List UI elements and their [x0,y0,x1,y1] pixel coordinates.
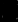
Text: Set coefficient a starting value a₀ using c₂
404: Set coefficient a starting value a₀ usin… [0,0,18,22]
Text: Generate first instance of cancellation vector
V(i), i = 1
406: Generate first instance of cancellation … [0,0,18,22]
Text: Symbol: Symbol [0,1,18,19]
FancyBboxPatch shape [5,20,13,21]
Ellipse shape [13,16,14,18]
Text: Set number of iterations Nᵢ for PAPR
processing
400: Set number of iterations Nᵢ for PAPR pro… [0,0,18,22]
FancyBboxPatch shape [5,1,13,2]
Text: vector: vector [0,1,18,20]
Text: Y: Y [5,8,18,22]
FancyBboxPatch shape [5,3,13,5]
Text: Nᵢ iterations?: Nᵢ iterations? [0,8,18,22]
Text: Regenerate cancellation vector V(i)
412: Regenerate cancellation vector V(i) 412 [0,0,18,22]
FancyBboxPatch shape [5,6,13,8]
Text: V$_{\mathrm{time}}$: V$_{\mathrm{time}}$ [0,0,18,21]
Text: Generate modified symbol vector S(i)
S(i) = S(i-1) - V(i)
408: Generate modified symbol vector S(i) S(i… [0,0,18,22]
Text: Basis Vector: Basis Vector [0,1,18,19]
Text: 410: 410 [0,8,18,22]
Text: PAPR-reduced
symbol vector
S$_{final}$: PAPR-reduced symbol vector S$_{final}$ [15,0,18,22]
FancyBboxPatch shape [5,13,13,15]
Text: Set coefficient μ starting value μ₀ using c₁
402: Set coefficient μ starting value μ₀ usin… [0,0,18,22]
Polygon shape [6,16,12,18]
Text: S: S [8,1,18,21]
FancyBboxPatch shape [5,10,13,11]
Text: OUT: OUT [0,8,18,22]
Text: N: N [1,10,17,22]
